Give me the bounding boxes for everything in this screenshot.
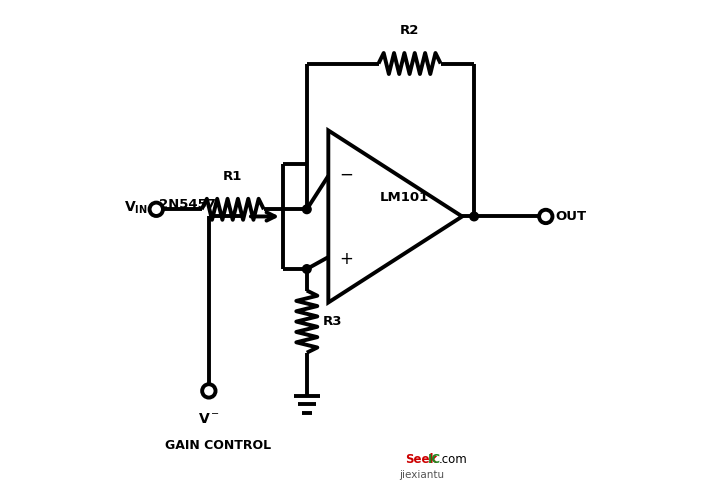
Circle shape: [202, 384, 216, 398]
Text: 2N5457: 2N5457: [159, 198, 216, 211]
Text: R2: R2: [400, 24, 419, 37]
Text: jiexiantu: jiexiantu: [399, 469, 444, 480]
Text: Seek: Seek: [405, 453, 437, 466]
Text: LM101: LM101: [380, 191, 429, 204]
Circle shape: [470, 212, 478, 221]
Text: $-$: $-$: [339, 164, 353, 183]
Text: $+$: $+$: [339, 251, 353, 268]
Text: .com: .com: [439, 453, 468, 466]
Text: V$^-$: V$^-$: [198, 413, 220, 427]
Text: R1: R1: [223, 170, 243, 183]
Circle shape: [149, 202, 163, 216]
Text: R3: R3: [323, 315, 342, 328]
Text: IC: IC: [428, 453, 441, 466]
Text: OUT: OUT: [555, 210, 586, 223]
Text: GAIN CONTROL: GAIN CONTROL: [166, 439, 271, 452]
Circle shape: [303, 265, 311, 273]
Circle shape: [303, 205, 311, 214]
Text: V$_{\mathbf{IN}}$: V$_{\mathbf{IN}}$: [124, 199, 148, 215]
Circle shape: [539, 210, 553, 223]
